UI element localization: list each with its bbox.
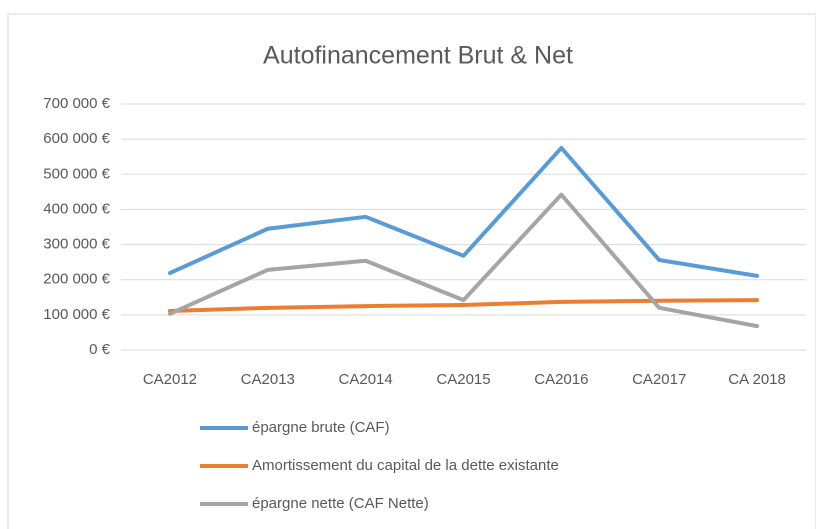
x-tick-label: CA2012 xyxy=(143,371,197,388)
y-tick-label: 500 000 € xyxy=(43,165,110,182)
y-tick-label: 200 000 € xyxy=(43,271,110,288)
y-tick-label: 0 € xyxy=(89,341,111,358)
x-tick-label: CA2015 xyxy=(436,371,490,388)
series-line xyxy=(167,298,760,313)
y-tick-label: 700 000 € xyxy=(43,95,110,112)
series-line xyxy=(167,192,760,329)
legend-label: épargne nette (CAF Nette) xyxy=(252,495,429,512)
y-tick-label: 100 000 € xyxy=(43,306,110,323)
legend-label: Amortissement du capital de la dette exi… xyxy=(252,457,559,474)
x-tick-label: CA 2018 xyxy=(728,371,786,388)
y-tick-label: 300 000 € xyxy=(43,236,110,253)
x-tick-label: CA2013 xyxy=(241,371,295,388)
legend-label: épargne brute (CAF) xyxy=(252,419,390,436)
series-line xyxy=(167,145,760,278)
chart-title: Autofinancement Brut & Net xyxy=(263,42,573,70)
x-tick-label: CA2017 xyxy=(632,371,686,388)
chart-border xyxy=(7,13,816,529)
y-tick-label: 600 000 € xyxy=(43,130,110,147)
x-tick-label: CA2014 xyxy=(339,371,393,388)
y-tick-label: 400 000 € xyxy=(43,200,110,217)
x-tick-label: CA2016 xyxy=(534,371,588,388)
